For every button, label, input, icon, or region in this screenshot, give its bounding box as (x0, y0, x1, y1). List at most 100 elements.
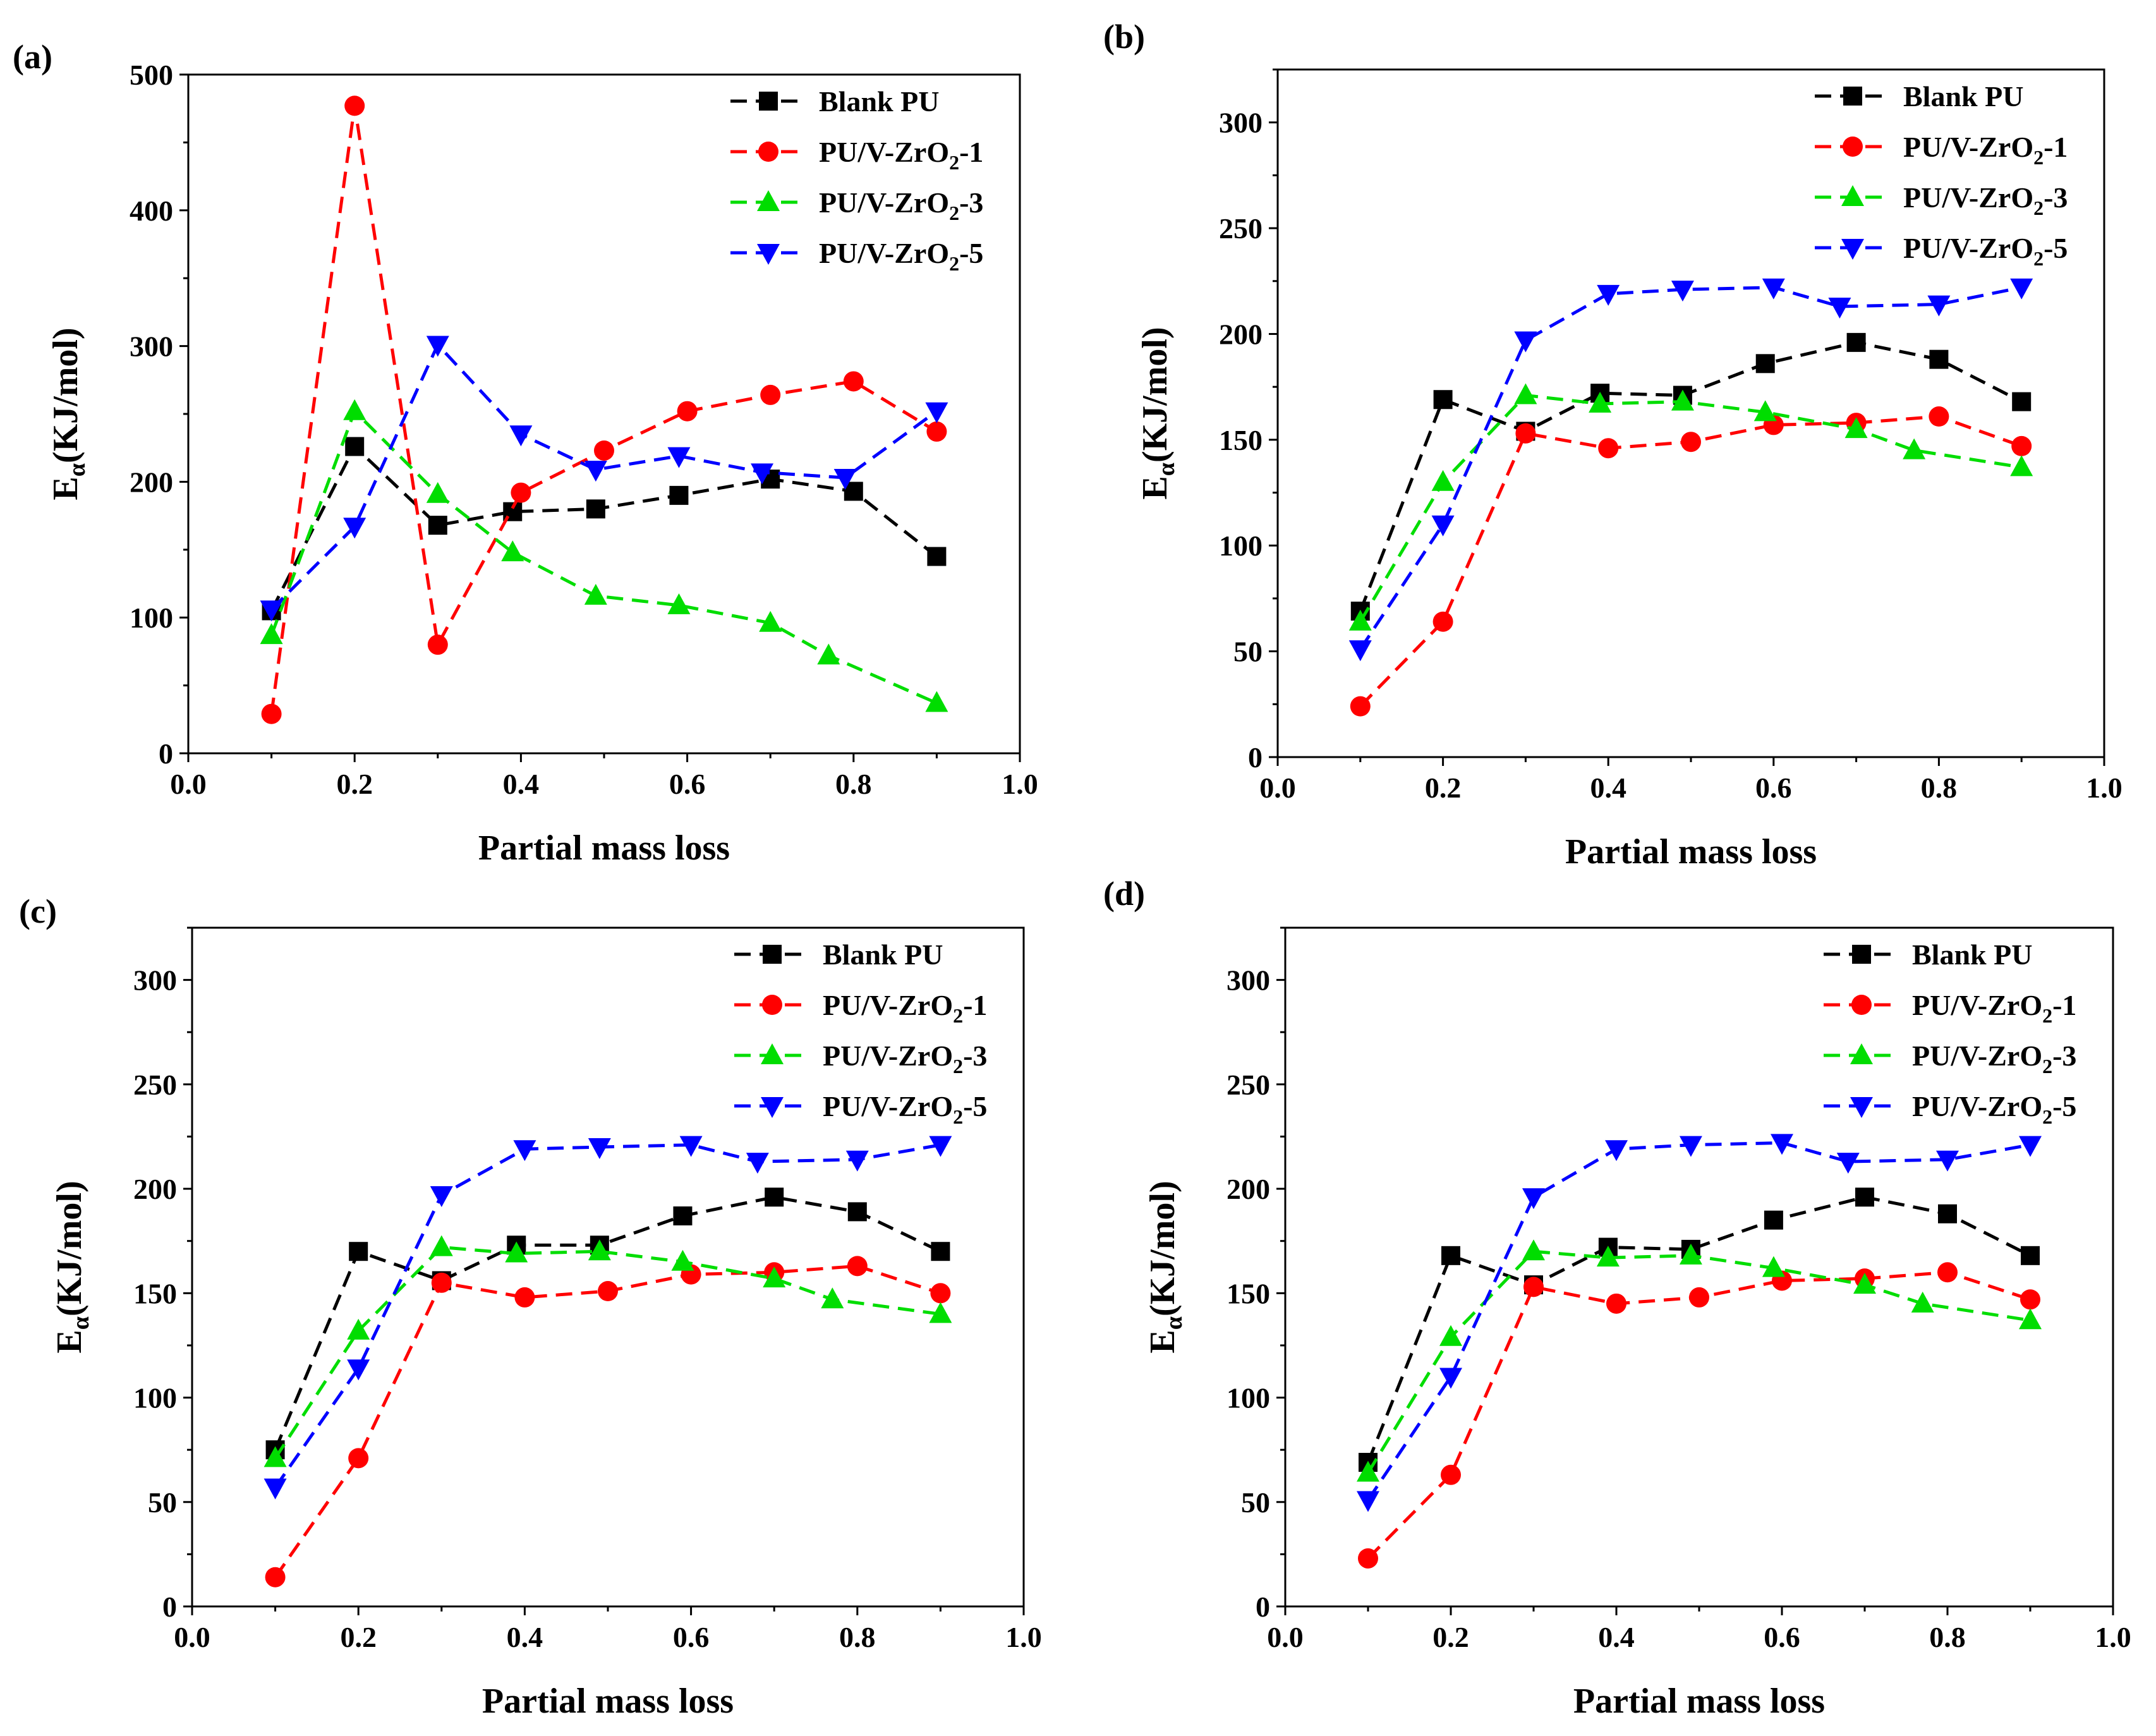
panel-label: (b) (1103, 18, 1145, 56)
data-point (845, 1150, 869, 1172)
data-point (1844, 417, 1868, 439)
y-tick-label: 0 (1256, 1591, 1270, 1623)
y-tick-label: 150 (1226, 1277, 1270, 1309)
y-axis-title: Eα(KJ/mol) (46, 327, 90, 500)
series-1 (261, 95, 947, 724)
data-point (347, 1359, 370, 1381)
x-tick-label: 1.0 (1002, 768, 1038, 800)
series-line (1359, 286, 2022, 650)
data-point (929, 1302, 952, 1323)
data-point (501, 540, 524, 562)
x-tick-label: 1.0 (1005, 1621, 1042, 1653)
data-point (1441, 1464, 1461, 1485)
data-point (1357, 1460, 1379, 1482)
data-point (260, 623, 283, 645)
panel-label: (d) (1103, 875, 1145, 913)
x-tick-label: 0.4 (507, 1621, 543, 1653)
data-point (673, 1206, 693, 1226)
y-tick-label: 100 (133, 1382, 177, 1414)
data-point (1671, 389, 1694, 411)
data-point (2019, 1136, 2042, 1157)
data-point (1357, 1491, 1379, 1512)
series-line (274, 1246, 941, 1459)
data-point (1836, 1153, 1860, 1174)
data-point (1589, 391, 1612, 413)
legend-label: Blank PU (819, 85, 939, 118)
x-tick-label: 0.2 (336, 768, 373, 800)
y-tick-label: 300 (1219, 107, 1263, 139)
legend-marker (758, 142, 778, 162)
data-point (817, 643, 840, 665)
legend-marker (759, 92, 778, 111)
data-point (584, 583, 607, 605)
chart-panel-a: (a) 0.0 0.2 0.4 0.6 0.8 1.0 0 100 200 300 400 500 Par… (13, 38, 1038, 868)
data-point (1764, 1210, 1783, 1230)
data-point (586, 499, 605, 519)
data-point (598, 1281, 618, 1302)
data-point (1855, 1187, 1874, 1207)
x-tick-label: 1.0 (2095, 1621, 2131, 1653)
data-point (751, 463, 774, 485)
series-line (1366, 1195, 2032, 1463)
x-tick-label: 0.2 (340, 1621, 377, 1653)
x-tick-label: 0.8 (1929, 1621, 1966, 1653)
y-tick-label: 150 (1219, 424, 1263, 456)
series-0 (1350, 332, 2032, 621)
series-1 (1358, 1262, 2040, 1569)
x-tick-label: 0.0 (1267, 1621, 1304, 1653)
legend-label: PU/V-ZrO2-1 (1903, 131, 2068, 169)
chart-panel-d: (d) 0.0 0.2 0.4 0.6 0.8 1.0 0 50 100 150 200 250 300 P… (1103, 875, 2131, 1721)
data-point (926, 421, 947, 442)
data-point (667, 447, 691, 468)
legend-label: Blank PU (823, 938, 943, 971)
series-line (274, 1264, 942, 1579)
data-point (1596, 1246, 1620, 1267)
x-tick-label: 0.2 (1432, 1621, 1469, 1653)
data-point (1439, 1368, 1462, 1389)
data-point (1598, 438, 1619, 459)
y-tick-label: 100 (1219, 530, 1263, 562)
legend-label: PU/V-ZrO2-1 (1912, 989, 2076, 1027)
data-point (746, 1153, 769, 1174)
data-point (1679, 1136, 1702, 1157)
data-point (1515, 423, 1536, 444)
legend: Blank PU PU/V-ZrO2-1 PU/V-ZrO2-3 PU/V-ZrO2-… (730, 85, 983, 275)
data-point (677, 401, 698, 422)
data-point (2010, 278, 2033, 300)
data-point (1927, 295, 1951, 317)
x-tick-label: 0.2 (1425, 772, 1462, 804)
data-point (1762, 278, 1785, 300)
series-2 (1357, 1239, 2042, 1482)
x-tick-label: 1.0 (2086, 772, 2123, 804)
data-point (1522, 1188, 1545, 1210)
series-2 (263, 1235, 952, 1467)
data-point (514, 1287, 535, 1308)
panel-label: (a) (13, 38, 52, 76)
data-point (1681, 432, 1701, 452)
y-axis-title: Eα(KJ/mol) (1136, 327, 1180, 499)
data-point (931, 1242, 950, 1261)
plot-frame (191, 926, 1025, 1608)
data-point (847, 1202, 867, 1222)
x-tick-label: 0.6 (1764, 1621, 1800, 1653)
x-tick-label: 0.0 (1259, 772, 1296, 804)
data-point (427, 634, 448, 655)
data-point (426, 336, 449, 357)
data-point (594, 440, 614, 461)
data-point (1828, 297, 1851, 319)
legend-marker (1850, 1043, 1873, 1064)
data-point (261, 703, 282, 724)
series-3 (1357, 1134, 2042, 1512)
series-line (1359, 415, 2023, 708)
data-point (344, 95, 365, 116)
legend-marker (1852, 945, 1871, 964)
data-point (1439, 1325, 1462, 1346)
y-tick-label: 250 (1219, 212, 1263, 245)
data-point (260, 600, 283, 622)
chart-panel-c: (c) 0.0 0.2 0.4 0.6 0.8 1.0 0 50 100 150 200 250 300 P… (19, 892, 1042, 1721)
chart-panel-b: (b) 0.0 0.2 0.4 0.6 0.8 1.0 0 50 100 150 200 250 300 P… (1103, 18, 2123, 871)
data-point (1929, 406, 1949, 427)
legend-marker (1841, 239, 1864, 260)
legend: Blank PU PU/V-ZrO2-1 PU/V-ZrO2-3 PU/V-ZrO2-… (1815, 80, 2068, 270)
